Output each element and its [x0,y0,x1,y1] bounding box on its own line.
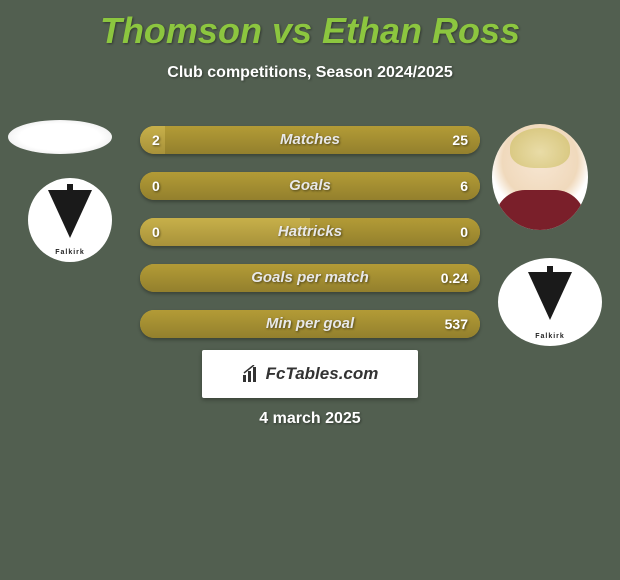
stat-bar-right [165,126,480,154]
stat-value-right: 537 [445,310,468,338]
stat-bar-right [140,264,480,292]
chart-icon [242,365,260,383]
stat-bar: Min per goal537 [140,310,480,338]
stat-value-left: 2 [152,126,160,154]
club-crest-icon [45,190,95,250]
stat-bar: Matches225 [140,126,480,154]
stat-bar-right [140,172,480,200]
club-crest-icon [525,272,575,332]
stat-value-left: 0 [152,218,160,246]
page-title: Thomson vs Ethan Ross [0,0,620,52]
player-right-avatar [492,124,588,230]
stat-value-left: 0 [152,172,160,200]
player-left-club-badge: Falkirk [28,178,112,262]
brand-label: FcTables.com [266,364,379,384]
stat-bar-right [140,310,480,338]
player-right-club-badge: Falkirk [498,258,602,346]
player-left-avatar [8,120,112,154]
stat-value-right: 0.24 [441,264,468,292]
date-label: 4 march 2025 [0,410,620,428]
stat-value-right: 0 [460,218,468,246]
stat-bar: Hattricks00 [140,218,480,246]
stat-value-right: 25 [452,126,468,154]
club-right-label: Falkirk [498,333,602,340]
club-left-label: Falkirk [28,249,112,256]
brand-box[interactable]: FcTables.com [202,350,418,398]
stat-bar-right [310,218,480,246]
stat-bar: Goals per match0.24 [140,264,480,292]
stat-bar: Goals06 [140,172,480,200]
subtitle: Club competitions, Season 2024/2025 [0,64,620,82]
stat-value-right: 6 [460,172,468,200]
stat-bar-left [140,218,310,246]
stats-bars: Matches225Goals06Hattricks00Goals per ma… [140,126,480,356]
